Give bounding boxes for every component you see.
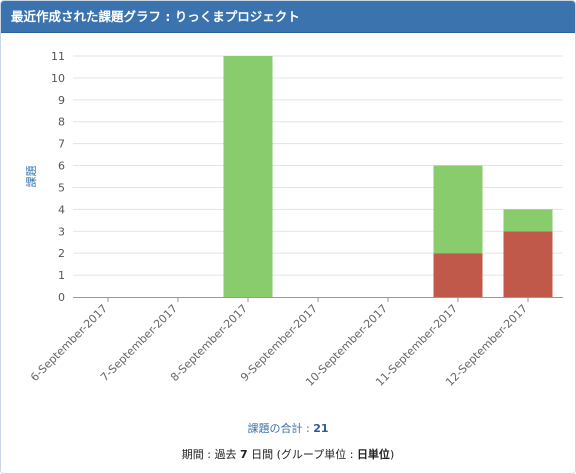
y-tick-label: 7 xyxy=(58,138,65,151)
y-tick-label: 9 xyxy=(58,94,65,107)
y-tick-label: 0 xyxy=(58,291,65,304)
issue-total-label: 課題の合計 : xyxy=(247,422,314,435)
y-tick-label: 11 xyxy=(51,50,65,63)
x-tick-label: 7-September-2017 xyxy=(98,302,180,384)
y-axis-title: 課題 xyxy=(24,166,38,188)
y-tick-label: 1 xyxy=(58,269,65,282)
issue-total: 課題の合計 : 21 xyxy=(1,420,575,436)
y-tick-label: 8 xyxy=(58,116,65,129)
bar-segment xyxy=(223,56,273,297)
issue-total-value: 21 xyxy=(313,422,329,435)
y-tick-label: 3 xyxy=(58,225,65,238)
y-tick-label: 10 xyxy=(51,72,65,85)
x-tick-label: 8-September-2017 xyxy=(168,302,250,384)
bar-segment xyxy=(503,231,553,297)
panel-title: 最近作成された課題グラフ : りっくまプロジェクト xyxy=(1,1,575,33)
x-tick-label: 6-September-2017 xyxy=(28,302,110,384)
period-suffix: ) xyxy=(389,448,395,461)
period-middle: 日間 (グループ単位 : xyxy=(247,448,357,461)
period-info: 期間 : 過去 7 日間 (グループ単位 : 日単位) xyxy=(1,446,575,462)
period-unit: 日単位 xyxy=(356,448,390,461)
period-prefix: 期間 : 過去 xyxy=(181,448,240,461)
x-tick-label: 9-September-2017 xyxy=(238,302,320,384)
issue-chart: 0 1 2 3 4 5 6 7 8 9 10 11 課題 6-September-20177-Septem… xyxy=(24,50,563,389)
y-tick-label: 6 xyxy=(58,160,65,173)
bar-segment xyxy=(433,165,483,254)
bar-segment xyxy=(433,253,483,297)
bar-segment xyxy=(503,209,553,232)
y-tick-label: 5 xyxy=(58,181,65,194)
period-days: 7 xyxy=(239,448,248,461)
y-tick-label: 2 xyxy=(58,247,65,260)
y-tick-label: 4 xyxy=(58,203,65,216)
